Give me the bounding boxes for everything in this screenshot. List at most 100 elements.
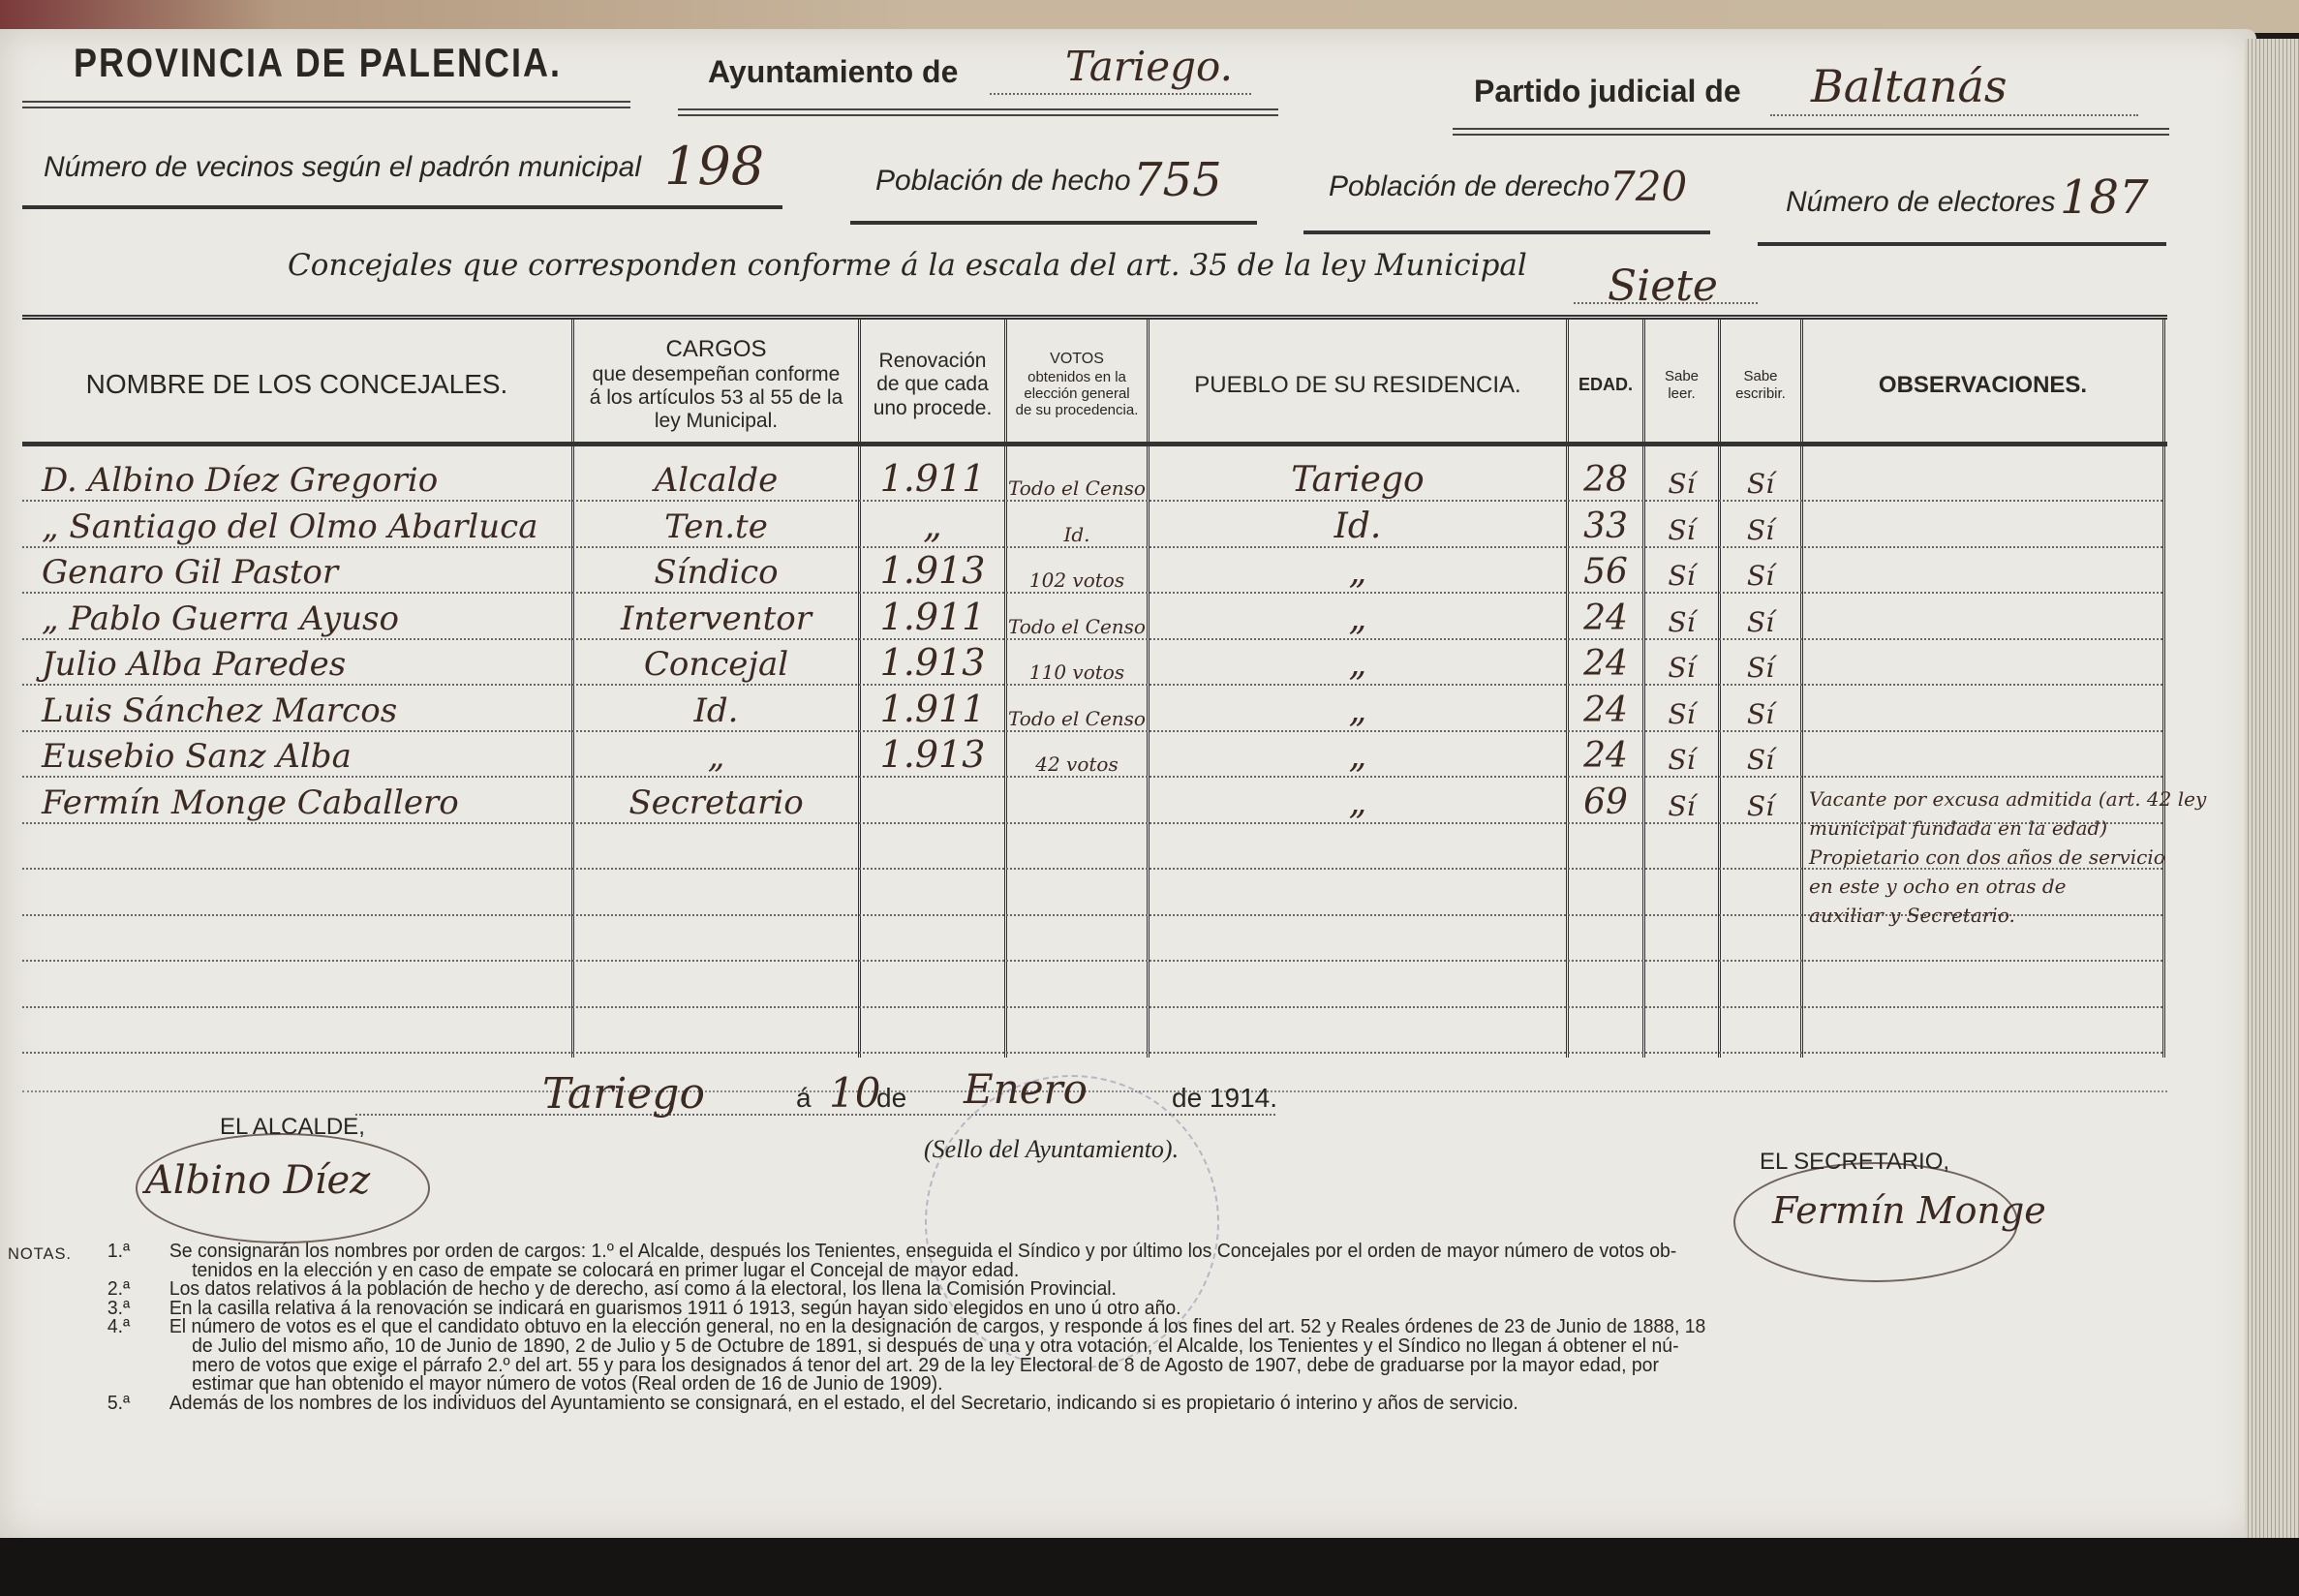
divider [1453, 128, 2169, 136]
header-observaciones: OBSERVACIONES. [1878, 371, 2088, 398]
empty-table-row [22, 964, 2167, 1010]
empty-table-row [22, 825, 2167, 872]
concejales-table: NOMBRE DE LOS CONCEJALES. CARGOS que des… [22, 315, 2206, 1058]
cell-escribir: Sí [1746, 605, 1775, 638]
header-divider [22, 442, 2167, 446]
table-row: „ Santiago del Olmo Abarluca Ten.te „ Id. Id… [22, 504, 2167, 550]
date-de: de [876, 1083, 907, 1113]
note-continuation: mero de votos que exige el párrafo 2.º d… [192, 1354, 1659, 1376]
cell-cargo: Alcalde [654, 461, 779, 500]
table-row: Genaro Gil Pastor Síndico 1.913 102 votos „ 5… [22, 549, 2167, 596]
dotted-line [1770, 114, 2138, 116]
divider [22, 101, 630, 108]
row-dotted-line [22, 592, 2162, 594]
cell-nombre: „ Santiago del Olmo Abarluca [42, 506, 538, 546]
header-sabe-leer: Sabe leer. [1664, 368, 1700, 402]
cell-nombre: Genaro Gil Pastor [42, 553, 339, 592]
background [0, 1538, 2299, 1596]
column-divider [571, 320, 574, 1058]
cell-escribir: Sí [1746, 789, 1775, 822]
dotted-line [355, 1114, 1275, 1116]
poblacion-hecho-label: Población de hecho [875, 165, 1131, 197]
note-item: 3.ª En la casilla relativa á la renovació… [8, 1297, 1705, 1319]
empty-table-row [22, 917, 2167, 964]
row-dotted-line [22, 500, 2162, 502]
header-sabe-escribir: Sabe escribir. [1735, 368, 1786, 402]
cell-leer: Sí [1668, 605, 1696, 638]
row-dotted-line [22, 960, 2162, 962]
header-cargos: CARGOS que desempeñan conforme á los art… [574, 329, 858, 441]
cell-escribir: Sí [1746, 697, 1775, 730]
cell-leer: Sí [1668, 468, 1696, 500]
note-item: 4.ª El número de votos es el que el candi… [8, 1317, 1706, 1337]
date-year: de 1914. [1172, 1083, 1277, 1113]
cell-edad: 24 [1583, 598, 1628, 638]
cell-cargo: Interventor [621, 598, 812, 638]
book-top-edge [0, 0, 2299, 33]
cell-pueblo: „ [1348, 736, 1367, 776]
header-edad: EDAD. [1578, 375, 1633, 395]
cell-renovacion: 1.913 [879, 549, 986, 592]
table-row: Julio Alba Paredes Concejal 1.913 110 votos… [22, 641, 2167, 688]
empty-table-row [22, 1009, 2167, 1056]
note-text: Los datos relativos á la población de he… [169, 1278, 1117, 1301]
cell-renovacion: 1.911 [879, 595, 986, 638]
poblacion-derecho-label: Población de derecho [1329, 170, 1610, 202]
date-day: 10 [829, 1069, 881, 1117]
note-number: 1.ª [107, 1241, 131, 1262]
row-dotted-line [22, 821, 2162, 824]
divider [1758, 242, 2166, 246]
cell-leer: Sí [1668, 697, 1696, 730]
header-cargos-sub: que desempeñan conforme á los artículos … [589, 363, 843, 433]
cell-cargo: Id. [693, 691, 739, 730]
vecinos-value: 198 [664, 136, 765, 197]
row-dotted-line [22, 1052, 2162, 1054]
row-dotted-line [22, 868, 2162, 870]
cell-pueblo: „ [1348, 690, 1367, 730]
notes-section: NOTAS. 1.ª Se consignarán los nombres por… [8, 1241, 1706, 1414]
cell-cargo: Ten.te [664, 506, 768, 546]
cell-edad: 33 [1583, 506, 1628, 546]
cell-votos: Todo el Censo [1008, 476, 1146, 500]
cell-nombre: Luis Sánchez Marcos [42, 691, 398, 730]
vecinos-label: Número de vecinos según el padrón munici… [44, 151, 642, 183]
dotted-line [990, 93, 1251, 95]
cell-leer: Sí [1668, 744, 1696, 776]
column-divider [1718, 320, 1721, 1058]
cell-nombre: Julio Alba Paredes [42, 645, 347, 684]
cell-escribir: Sí [1746, 744, 1775, 776]
observation-line: auxiliar y Secretario. [1809, 903, 2015, 927]
seal-label: (Sello del Ayuntamiento). [924, 1135, 1180, 1163]
note-number: 3.ª [107, 1297, 131, 1319]
note-item: 5.ª Además de los nombres de los individu… [8, 1394, 1705, 1414]
header-cargos-title: CARGOS [665, 336, 767, 363]
row-dotted-line [22, 545, 2162, 548]
divider [22, 205, 782, 209]
cell-votos: Id. [1063, 522, 1090, 546]
divider [850, 221, 1257, 225]
cell-votos: 110 votos [1028, 660, 1125, 684]
cell-leer: Sí [1668, 513, 1696, 546]
column-divider [1566, 320, 1569, 1058]
column-divider [1642, 320, 1645, 1058]
note-item: 2.ª Los datos relativos á la población de… [8, 1278, 1705, 1301]
note-text: Se consignarán los nombres por orden de … [169, 1241, 1677, 1262]
table-row: Fermín Monge Caballero Secretario „ 69 Sí Sí [22, 780, 2167, 826]
cell-edad: 24 [1583, 736, 1628, 776]
date-place: Tariego [542, 1069, 705, 1119]
cell-nombre: D. Albino Díez Gregorio [42, 461, 439, 500]
divider [1303, 230, 1710, 234]
header-votos-sub: obtenidos en la elección general de su p… [1015, 368, 1139, 419]
row-dotted-line [22, 776, 2162, 778]
cell-edad: 56 [1583, 552, 1628, 592]
cell-leer: Sí [1668, 652, 1696, 684]
row-dotted-line [22, 684, 2162, 686]
row-dotted-line [22, 729, 2162, 732]
divider [678, 108, 1278, 116]
cell-cargo: Concejal [643, 645, 789, 684]
cell-cargo: Síndico [654, 553, 779, 592]
cell-edad: 24 [1583, 644, 1628, 684]
column-divider [1800, 320, 1803, 1058]
header-renovacion: Renovación de que cada uno procede. [873, 350, 993, 419]
cell-escribir: Sí [1746, 652, 1775, 684]
